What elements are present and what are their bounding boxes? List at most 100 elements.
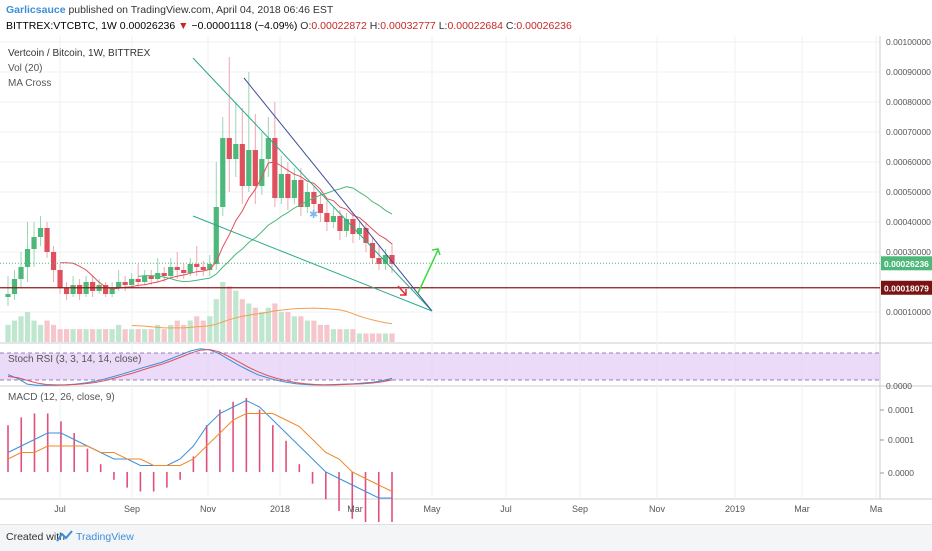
legend-vol: Vol (20)	[8, 63, 42, 74]
time-axis: Jul Sep Nov 2018 Mar May Jul Sep Nov 2019 Mar Ma	[54, 504, 882, 514]
price-tick-label: 0.00030000	[886, 247, 931, 257]
time-tick-label: Jul	[54, 504, 66, 514]
candle-body	[142, 276, 148, 282]
candle-body	[31, 237, 37, 249]
price-tick-label: 0.00100000	[886, 37, 931, 47]
candle-body	[135, 279, 141, 282]
macd-line	[7, 399, 392, 499]
tradingview-logo-icon	[56, 530, 73, 542]
price-tick-label: 0.00060000	[886, 157, 931, 167]
volume-bar	[24, 312, 31, 342]
trading-chart[interactable]: ✱ 0.00010000 0.00030000 0.00040000 0.000500…	[0, 36, 932, 522]
volume-bar	[5, 324, 11, 342]
created-with-text: Created with	[6, 531, 65, 543]
green-arrow-head	[431, 248, 441, 256]
stoch-tick-label: 0.0000	[886, 381, 912, 391]
price-axis: 0.00010000 0.00030000 0.00040000 0.00050000…	[880, 37, 932, 478]
volume-bar	[37, 324, 44, 342]
candle-body	[376, 258, 382, 264]
publish-info: Garlicsauce published on TradingView.com…	[6, 4, 333, 16]
volume-bar	[142, 329, 148, 342]
time-tick-label: Mar	[347, 504, 363, 514]
volume-bars	[5, 282, 395, 342]
volume-bar	[70, 329, 76, 342]
volume-bar	[135, 329, 141, 342]
candle-body	[278, 174, 284, 198]
candle-body	[90, 282, 96, 291]
time-tick-label: May	[423, 504, 441, 514]
volume-bar	[330, 329, 337, 342]
candle-body	[226, 138, 232, 159]
volume-bar	[363, 333, 369, 342]
candle-body	[233, 144, 239, 159]
volume-bar	[304, 320, 310, 342]
candle-body	[44, 228, 50, 252]
symbol-label: BITTREX:VTCBTC, 1W	[6, 20, 117, 32]
volume-bar	[155, 324, 161, 342]
volume-bar	[220, 282, 226, 342]
price-label-box	[881, 280, 932, 295]
candle-body	[363, 228, 369, 243]
last-price: 0.00026236	[119, 20, 176, 32]
volume-bar	[116, 324, 122, 342]
red-arrow-head	[400, 289, 407, 296]
time-tick-label: Sep	[572, 504, 588, 514]
price-tick-label: 0.00070000	[886, 127, 931, 137]
candle-body	[265, 138, 271, 159]
volume-bar	[317, 324, 324, 342]
down-arrow-icon: ▼	[178, 20, 189, 32]
open-value: 0.00022872	[311, 20, 367, 32]
candle-body	[317, 204, 324, 213]
candle-body	[181, 270, 187, 273]
price-change: −0.00001118 (−4.09%)	[191, 20, 298, 32]
price-tick-label: 0.00080000	[886, 97, 931, 107]
volume-bar	[168, 324, 174, 342]
volume-bar	[382, 333, 389, 342]
candle-body	[5, 294, 11, 297]
volume-bar	[213, 299, 219, 342]
candle-body	[24, 249, 31, 267]
candle-body	[330, 216, 337, 222]
candle-body	[298, 180, 304, 207]
volume-bar	[63, 329, 70, 342]
volume-bar	[265, 307, 271, 342]
volume-bar	[200, 320, 206, 342]
published-text: published on TradingView.com, April 04, …	[68, 4, 334, 16]
candle-body	[259, 159, 265, 186]
candle-body	[168, 267, 174, 276]
candle-body	[116, 282, 122, 288]
volume-bar	[233, 290, 239, 342]
time-tick-label: 2018	[270, 504, 290, 514]
volume-bar	[18, 316, 24, 342]
macd-tick-label: 0.0001	[888, 435, 914, 445]
candle-body	[70, 285, 76, 294]
candle-body	[239, 144, 245, 186]
candle-body	[187, 264, 193, 273]
ohlc-line: BITTREX:VTCBTC, 1W 0.00026236 ▼ −0.00001…	[6, 20, 572, 32]
drawings: ✱	[0, 57, 880, 381]
legend: Vertcoin / Bitcoin, 1W, BITTREX Vol (20)…	[8, 48, 151, 403]
red-arrow	[397, 285, 407, 296]
signal-line	[7, 413, 393, 492]
volume-bar	[272, 303, 278, 342]
candle-body	[343, 219, 350, 231]
candle-body	[220, 138, 226, 207]
candle-body	[76, 285, 83, 294]
author-link[interactable]: Garlicsauce	[6, 4, 66, 16]
candle-body	[122, 282, 128, 285]
price-tick-label: 0.00050000	[886, 187, 931, 197]
low-label: L:	[438, 20, 448, 32]
candle-body	[350, 219, 356, 234]
legend-title: Vertcoin / Bitcoin, 1W, BITTREX	[8, 48, 151, 59]
candle-body	[207, 264, 213, 270]
indicator-lines	[7, 161, 393, 522]
candle-body	[304, 192, 310, 207]
volume-bar	[246, 303, 252, 342]
tradingview-link[interactable]: TradingView	[76, 531, 134, 543]
volume-bar	[11, 320, 18, 342]
candle-body	[103, 285, 109, 294]
candle-body	[246, 150, 252, 186]
volume-ma-line	[131, 307, 393, 329]
volume-bar	[96, 329, 102, 342]
candle-body	[18, 267, 24, 279]
